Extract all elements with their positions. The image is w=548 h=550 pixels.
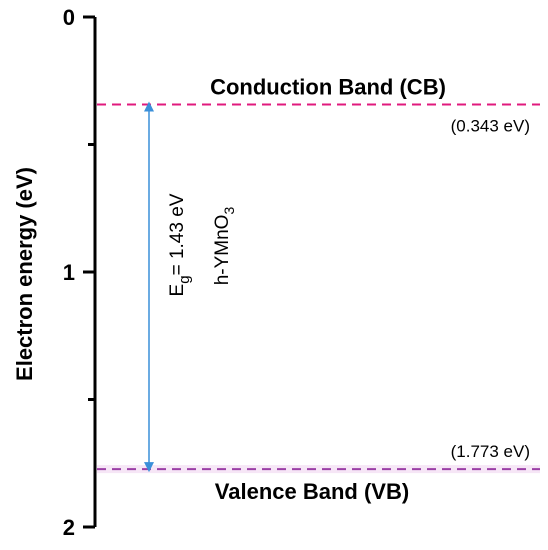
y-axis-ticks: 0 1 2 [63, 5, 95, 540]
y-tick-label: 1 [63, 260, 75, 285]
material-label: h-YMnO3 [212, 207, 237, 286]
band-gap-subscript: g [176, 275, 193, 283]
valence-band-label: Valence Band (VB) [215, 479, 409, 504]
conduction-band-label: Conduction Band (CB) [210, 74, 446, 99]
material-name: h-YMnO [212, 215, 233, 286]
y-axis-title: Electron energy (eV) [12, 167, 37, 381]
band-gap-symbol: E [167, 284, 188, 297]
band-gap-value: = 1.43 eV [167, 193, 188, 275]
material-subscript: 3 [221, 207, 237, 215]
valence-band-highlight [97, 465, 540, 474]
valence-band-value: (1.773 eV) [451, 442, 530, 461]
conduction-band-value: (0.343 eV) [451, 116, 530, 135]
y-tick-label: 0 [63, 5, 75, 30]
y-tick-label: 2 [63, 515, 75, 540]
band-gap-label: Eg= 1.43 eV [167, 193, 193, 296]
